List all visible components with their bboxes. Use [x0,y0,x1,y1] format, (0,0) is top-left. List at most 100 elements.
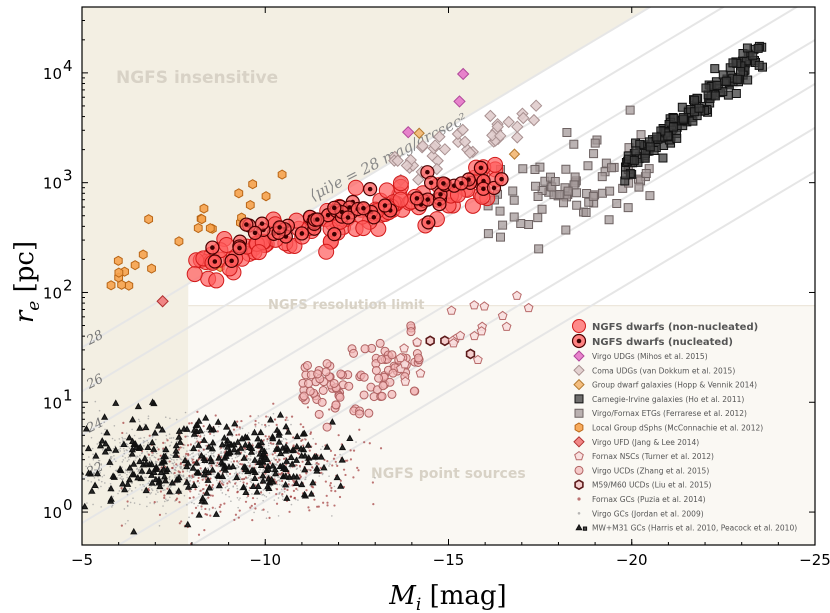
point-dot [104,428,106,431]
point-triangle [189,464,197,471]
point-diamond [413,127,425,139]
point-dot [224,486,227,489]
point-dot [208,465,211,467]
point-square [561,164,571,174]
point-dot [190,421,193,425]
point-triangle [153,465,161,472]
point-dot [109,465,112,468]
point-dot [182,455,185,458]
legend-entry: Carnegie-Irvine galaxies (Ho et al. 2011… [574,394,744,404]
point-dot [321,445,324,448]
point-circle-dot-nucleus [428,180,434,186]
point-dot [168,475,171,478]
point-circle [318,243,335,260]
point-dot [281,492,284,496]
point-dot [237,433,241,436]
point-dot [286,488,289,492]
point-dot [150,485,152,487]
point-triangle [92,452,100,459]
point-dot [329,463,331,465]
point-dot [267,442,270,445]
point-dot [249,478,252,481]
point-diamond [401,125,415,139]
y-tick-exponent: 4 [63,57,73,75]
point-dot [171,462,174,465]
point-dot [214,461,216,464]
point-dot [233,472,236,475]
point-triangle [128,445,136,453]
point-triangle [91,481,99,489]
point-dot [146,439,148,442]
point-dot [98,466,101,469]
point-dot [276,456,279,458]
point-dot [283,491,286,493]
legend-label: NGFS dwarfs (nucleated) [592,337,733,348]
point-dot [167,499,169,501]
point-square [623,203,633,213]
point-dot [203,529,206,532]
point-dot [146,496,148,498]
point-dot [287,419,289,422]
point-diamond [391,154,404,167]
point-dot [282,438,285,440]
point-triangle [250,428,259,436]
point-triangle [276,411,285,418]
point-dot [293,497,296,500]
point-square [590,138,600,148]
point-dot [273,499,276,501]
legend-marker [574,479,584,491]
point-triangle [281,480,290,488]
point-dot [311,466,314,469]
point-triangle [282,422,290,430]
x-axis-sub: i [416,595,421,613]
point-triangle [300,445,308,453]
point-dot [231,457,234,460]
point-dot [210,464,213,467]
legend-label: Virgo GCs (Jordan et al. 2009) [592,509,704,518]
point-dot [94,400,97,403]
point-dot [320,471,323,474]
point-dot [117,492,119,495]
point-triangle [55,453,61,458]
point-dot [197,476,200,480]
point-triangle [195,511,203,518]
point-dot [236,455,239,458]
point-triangle [221,466,230,473]
point-dot [199,489,202,492]
point-triangle [288,460,296,467]
point-dot [244,500,248,503]
point-dot [173,493,175,495]
point-circle-dot-nucleus [332,231,337,237]
point-dot [275,463,278,465]
point-dot [122,459,125,461]
point-dot [192,455,195,458]
point-dot [138,437,140,440]
point-dot [230,500,232,503]
point-dot [225,472,228,474]
point-dot [239,480,242,483]
point-dot [290,503,293,506]
point-triangle [160,457,169,465]
point-dot [155,438,157,441]
point-dot [124,472,126,474]
point-dot [247,457,250,460]
point-triangle [196,426,205,434]
point-dot [153,501,156,504]
point-triangle [106,458,114,465]
point-dot [237,506,239,509]
point-triangle [150,468,158,476]
point-dot [235,471,237,473]
point-dot [312,437,314,440]
point-pentagon [415,368,426,378]
point-dot [97,487,100,490]
point-triangle [190,481,198,489]
sb-line-24 [82,7,799,437]
legend-entry: Virgo UFD (Jang & Lee 2014) [573,436,699,448]
point-pentagon [469,300,480,310]
point-dot [119,474,121,476]
point-dot [113,455,115,457]
point-dot [209,514,212,517]
point-triangle [175,433,183,440]
point-dot [352,476,355,479]
point-dot [259,468,261,471]
